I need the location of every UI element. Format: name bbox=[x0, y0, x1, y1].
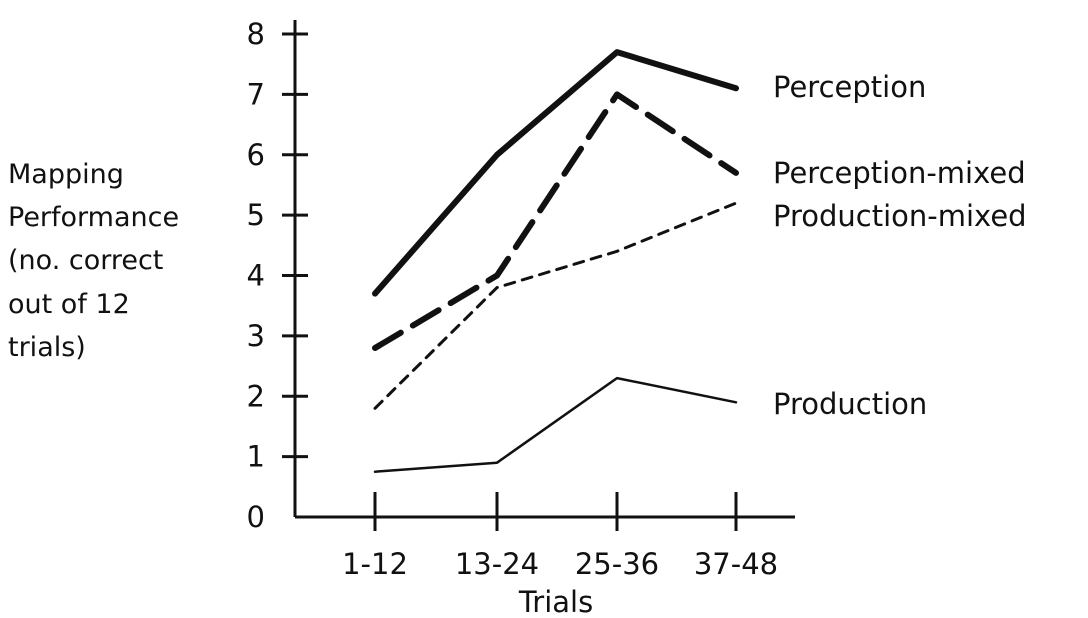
series-label-perception: Perception bbox=[773, 70, 926, 104]
y-axis-title-line: Performance bbox=[8, 202, 179, 233]
series-labels: Perception Perception-mixed Production-mix… bbox=[773, 70, 1027, 421]
y-tick-label: 7 bbox=[247, 77, 265, 111]
y-axis-title-line: (no. correct bbox=[8, 245, 163, 276]
series-line-perception-mixed bbox=[372, 91, 739, 351]
y-axis-ticks: 0 1 2 3 4 5 6 7 8 bbox=[247, 17, 308, 534]
series-line-production-mixed bbox=[373, 201, 738, 410]
x-tick-label: 1-12 bbox=[342, 547, 408, 581]
series-line-perception bbox=[372, 49, 739, 297]
y-axis-title-line: trials) bbox=[8, 332, 86, 363]
y-tick-label: 2 bbox=[247, 379, 265, 413]
x-tick-label: 25-36 bbox=[575, 547, 659, 581]
series-label-production-mixed: Production-mixed bbox=[773, 199, 1027, 233]
series-label-production: Production bbox=[773, 387, 927, 421]
x-tick-label: 37-48 bbox=[694, 547, 778, 581]
series-label-perception-mixed: Perception-mixed bbox=[773, 156, 1026, 190]
y-axis-title-line: Mapping bbox=[8, 159, 124, 190]
y-axis-title: Mapping Performance (no. correct out of 12 t… bbox=[8, 159, 179, 363]
x-tick-label: 13-24 bbox=[455, 547, 539, 581]
x-axis-title: Trials bbox=[518, 585, 593, 618]
series-line-production bbox=[373, 376, 738, 473]
x-axis-ticks: 1-12 13-24 25-36 37-48 bbox=[342, 492, 778, 581]
series-lines bbox=[372, 49, 739, 473]
y-tick-label: 3 bbox=[247, 319, 265, 353]
y-tick-label: 6 bbox=[247, 138, 265, 172]
y-axis-title-line: out of 12 bbox=[8, 289, 130, 320]
y-tick-label: 5 bbox=[247, 198, 265, 232]
y-tick-label: 0 bbox=[247, 500, 265, 534]
y-tick-label: 4 bbox=[247, 259, 265, 293]
y-tick-label: 8 bbox=[247, 17, 265, 51]
y-tick-label: 1 bbox=[247, 440, 265, 474]
axes bbox=[293, 20, 795, 519]
